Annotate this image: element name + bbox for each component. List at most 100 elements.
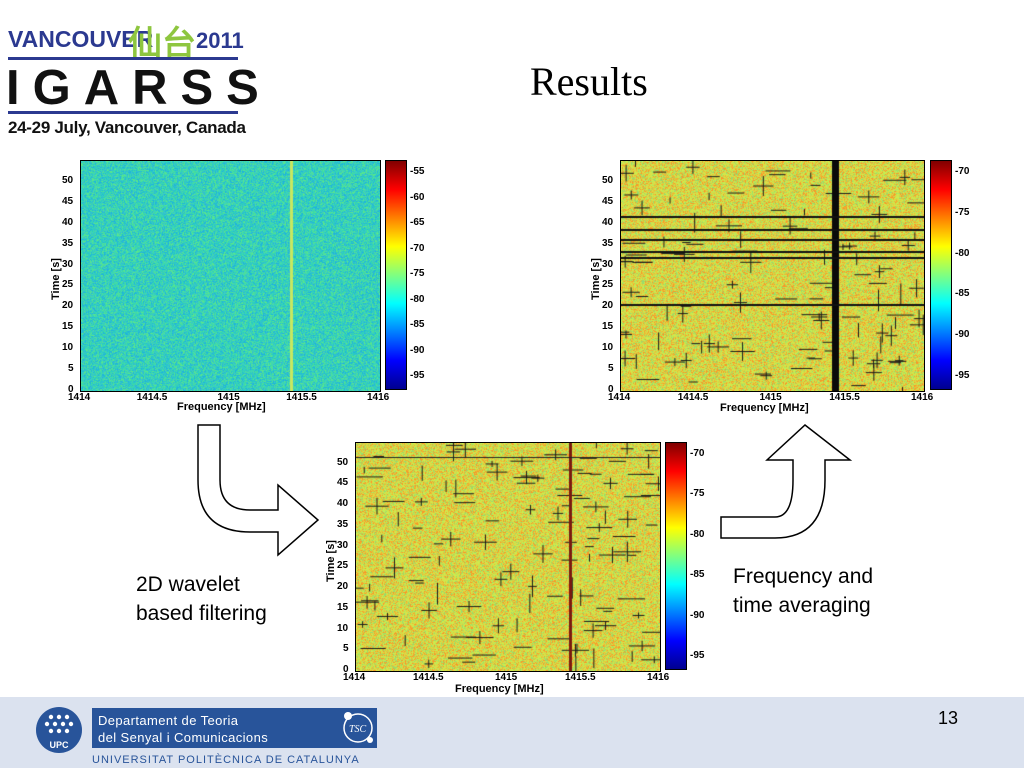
x-tick-label: 1416	[647, 672, 670, 683]
y-tick-label: 10	[337, 622, 349, 634]
x-tick-label: 1414.5	[136, 392, 168, 403]
x-tick-label: 1414	[608, 392, 631, 403]
logo-city-text: VANCOUVER	[8, 26, 154, 52]
y-tick-label: 45	[62, 195, 74, 207]
y-tick-label: 30	[337, 539, 349, 551]
colorbar-tick-label: -95	[955, 370, 970, 381]
colorbar-tick-label: -55	[410, 166, 425, 177]
y-tick-label: 20	[602, 300, 614, 312]
upc-logo-label: UPC	[49, 740, 69, 750]
upc-dots-icon	[44, 714, 74, 734]
spectrogram-averaged: Time [s] Frequency [MHz] 1414 1414.5 1415 1…	[580, 155, 969, 420]
y-tick-label: 10	[602, 342, 614, 354]
y-tick-label: 5	[68, 363, 74, 375]
department-name: Departament de Teoria del Senyal i Comun…	[98, 712, 268, 746]
colorbar-tick-label: -95	[410, 370, 425, 381]
x-tick-label: 1415	[217, 392, 240, 403]
colorbar-tick-label: -95	[690, 650, 705, 661]
x-tick-label: 1415.5	[829, 392, 860, 403]
logo-conference-name: IGARSS	[6, 61, 272, 115]
y-tick-label: 35	[62, 237, 74, 249]
y-tick-label: 45	[602, 195, 614, 207]
x-tick-label: 1415.5	[286, 392, 317, 403]
y-axis-label: Time [s]	[590, 258, 602, 300]
y-tick-label: 10	[62, 342, 74, 354]
x-tick-label: 1415	[495, 672, 518, 683]
y-tick-label: 20	[62, 300, 74, 312]
x-axis-label: Frequency [MHz]	[455, 683, 544, 695]
colorbar-tick-label: -85	[955, 288, 970, 300]
y-tick-label: 45	[337, 477, 349, 489]
colorbar	[930, 160, 952, 390]
y-tick-label: 40	[62, 216, 74, 228]
arrow-up-right-icon	[720, 424, 853, 539]
x-tick-label: 1416	[367, 392, 390, 403]
caption-averaging: Frequency and time averaging	[733, 562, 873, 620]
colorbar-tick-label: -60	[410, 191, 425, 203]
slide-title: Results	[530, 59, 648, 104]
university-name: UNIVERSITAT POLITÈCNICA DE CATALUNYA	[92, 754, 360, 766]
spectrogram-wavelet-filtered: Time [s] Frequency [MHz] 1414 1414.5 1415 1…	[315, 437, 704, 699]
tsc-logo-icon: TSC	[343, 712, 373, 743]
upc-logo	[36, 707, 82, 753]
colorbar	[385, 160, 407, 390]
y-tick-label: 50	[62, 174, 74, 186]
y-tick-label: 25	[62, 279, 74, 291]
logo-year-text: 2011	[196, 28, 244, 53]
colorbar-tick-label: -75	[410, 268, 425, 279]
department-banner	[92, 708, 377, 748]
arrow-down-right-icon	[197, 424, 320, 557]
colorbar-tick-label: -70	[690, 448, 705, 459]
colorbar-tick-label: -65	[410, 217, 425, 228]
colorbar-tick-label: -75	[955, 206, 970, 218]
x-tick-label: 1415.5	[565, 672, 596, 683]
y-tick-label: 15	[62, 321, 74, 333]
y-tick-label: 5	[608, 363, 614, 375]
spectrogram-image	[355, 442, 661, 672]
colorbar-tick-label: -80	[690, 528, 705, 540]
colorbar-tick-label: -75	[690, 488, 705, 500]
y-tick-label: 0	[343, 664, 349, 675]
colorbar-tick-label: -70	[410, 242, 425, 254]
y-axis-label: Time [s]	[50, 258, 62, 300]
y-tick-label: 30	[602, 258, 614, 270]
spectrogram-image	[80, 160, 381, 392]
page-number: 13	[938, 708, 959, 728]
logo-dates-text: 24-29 July, Vancouver, Canada	[8, 118, 246, 137]
y-tick-label: 25	[337, 560, 349, 572]
y-tick-label: 0	[608, 384, 614, 395]
x-axis-label: Frequency [MHz]	[177, 401, 266, 413]
y-tick-label: 15	[337, 601, 349, 613]
y-tick-label: 0	[68, 384, 74, 395]
caption-wavelet: 2D wavelet based filtering	[136, 570, 267, 628]
colorbar-tick-label: -90	[410, 344, 425, 356]
y-tick-label: 50	[602, 174, 614, 186]
y-tick-label: 30	[62, 258, 74, 270]
logo-divider	[8, 57, 238, 60]
y-tick-label: 40	[602, 216, 614, 228]
logo-divider	[8, 111, 238, 114]
x-axis-label: Frequency [MHz]	[720, 402, 809, 414]
tsc-logo-label: TSC	[349, 724, 367, 735]
y-tick-label: 35	[602, 237, 614, 249]
y-tick-label: 25	[602, 279, 614, 291]
x-tick-label: 1415	[759, 392, 782, 403]
colorbar-tick-label: -90	[690, 609, 705, 621]
x-tick-label: 1414	[68, 392, 91, 403]
x-tick-label: 1416	[911, 392, 934, 403]
spectrogram-image	[620, 160, 925, 392]
y-tick-label: 40	[337, 498, 349, 510]
colorbar-tick-label: -90	[955, 329, 970, 341]
y-tick-label: 5	[343, 643, 349, 655]
caption-line: 2D wavelet	[136, 573, 240, 596]
caption-line: based filtering	[136, 602, 267, 625]
caption-line: time averaging	[733, 594, 871, 617]
colorbar-tick-label: -80	[955, 247, 970, 259]
colorbar	[665, 442, 687, 670]
y-tick-label: 20	[337, 581, 349, 593]
y-tick-label: 35	[337, 518, 349, 530]
x-tick-label: 1414.5	[413, 672, 444, 683]
department-line: del Senyal i Comunicacions	[98, 730, 269, 745]
y-tick-label: 15	[602, 321, 614, 333]
x-tick-label: 1414	[343, 672, 366, 683]
